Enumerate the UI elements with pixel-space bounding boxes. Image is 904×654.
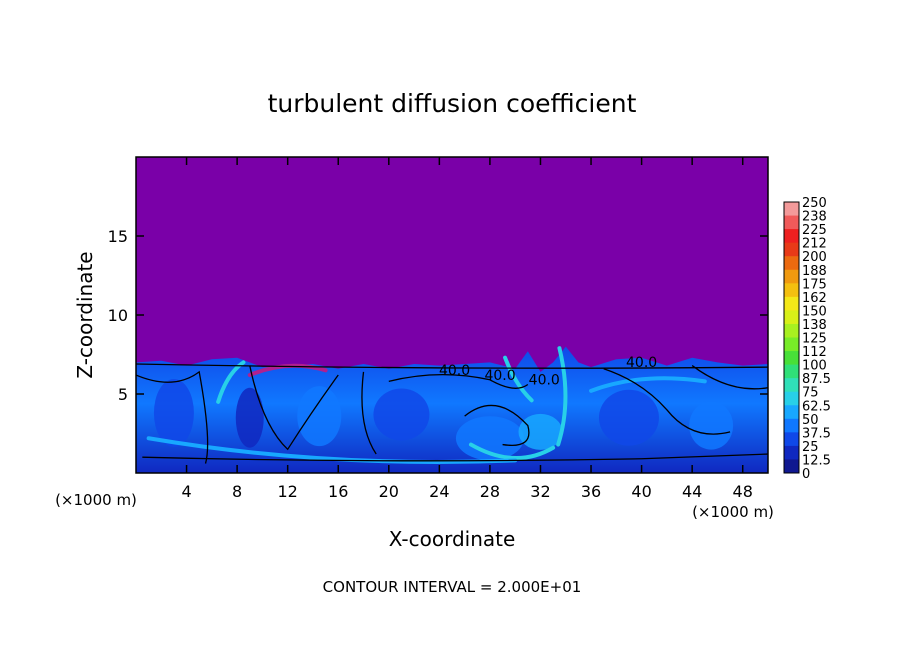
colorbar-label: 112 <box>802 345 827 360</box>
colorbar-label: 125 <box>802 332 827 347</box>
x-tick-label: 48 <box>733 482 753 501</box>
x-tick-label: 16 <box>328 482 348 501</box>
contour-line-7 <box>142 453 768 462</box>
colorbar-label: 100 <box>802 359 827 374</box>
colorbar-swatch <box>784 459 799 474</box>
eddy-7 <box>689 401 734 450</box>
colorbar-label: 138 <box>802 318 827 333</box>
y-tick-label: 5 <box>118 385 128 404</box>
x-tick-label: 8 <box>232 482 242 501</box>
y-axis: 5 10 15 <box>108 227 768 404</box>
contour-line-5 <box>603 368 731 435</box>
colorbar-label: 225 <box>802 223 827 238</box>
colorbar-swatch <box>784 418 799 433</box>
colorbar-label: 62.5 <box>802 399 831 414</box>
colorbar-label: 200 <box>802 250 827 265</box>
colorbar-label: 238 <box>802 210 827 225</box>
eddy-2 <box>297 386 342 447</box>
colorbar-label: 250 <box>802 196 827 211</box>
y-axis-label: Z-coordinate <box>73 251 97 378</box>
filament-2 <box>468 442 556 460</box>
colorbar-swatch <box>784 405 799 420</box>
colorbar-frame <box>783 201 800 474</box>
colorbar-swatch <box>784 229 799 244</box>
plot-area <box>136 157 768 473</box>
eddy-6 <box>598 389 659 446</box>
contour-label: 40.0 <box>626 355 657 371</box>
contour-label: 40.0 <box>484 368 515 384</box>
colorbar-swatch <box>784 351 799 365</box>
colorbar-label: 150 <box>802 304 827 319</box>
eddy-0 <box>153 378 194 447</box>
x-axis-label: X-coordinate <box>389 527 516 551</box>
colorbar-label: 162 <box>802 291 827 306</box>
colorbar-swatch <box>784 202 799 216</box>
colorbar-label: 175 <box>802 277 827 292</box>
colorbar-swatch <box>784 337 799 352</box>
contour-line-0 <box>136 370 209 464</box>
x-tick-label: 4 <box>181 482 191 501</box>
colorbar-label: 25 <box>802 440 819 455</box>
turbulent-band <box>136 346 768 473</box>
filament-4 <box>556 346 568 447</box>
filament-5 <box>146 436 518 465</box>
contour-line-1 <box>249 365 339 451</box>
colorbar-swatch <box>784 215 799 230</box>
colorbar-swatch <box>784 283 799 298</box>
x-tick-label: 12 <box>278 482 298 501</box>
colorbar-swatch <box>784 242 799 257</box>
contour-label: 40.0 <box>439 363 470 379</box>
x-tick-label: 20 <box>379 482 399 501</box>
colorbar-label: 212 <box>802 237 827 252</box>
filament-3 <box>503 355 534 403</box>
contour-line-6 <box>691 365 768 390</box>
turbulent-layer <box>136 346 768 473</box>
colorbar-swatch <box>784 323 799 338</box>
x-tick-label: 32 <box>530 482 550 501</box>
colorbar: 2502382252122001881751621501381251121008… <box>783 196 831 482</box>
contour-label: 40.0 <box>529 373 560 389</box>
colorbar-swatch <box>784 256 799 271</box>
eddy-5 <box>518 413 563 450</box>
colorbar-label: 50 <box>802 413 819 428</box>
colorbar-label: 12.5 <box>802 453 831 468</box>
colorbar-swatch <box>784 269 799 284</box>
colorbar-label: 188 <box>802 264 827 279</box>
x-tick-label: 36 <box>581 482 601 501</box>
colorbar-label: 0 <box>802 467 810 482</box>
x-tick-label: 40 <box>631 482 651 501</box>
colorbar-label: 37.5 <box>802 426 831 441</box>
colorbar-swatch <box>784 310 799 325</box>
contour-interval-footer: CONTOUR INTERVAL = 2.000E+01 <box>323 578 582 596</box>
colorbar-swatch <box>784 364 799 379</box>
x-unit-left: (×1000 m) <box>55 491 137 509</box>
colorbar-label: 75 <box>802 386 819 401</box>
contour-line-8 <box>136 363 768 369</box>
x-unit-right: (×1000 m) <box>692 503 774 521</box>
colorbar-label: 87.5 <box>802 372 831 387</box>
colorbar-swatch <box>784 445 799 460</box>
y-tick-label: 15 <box>108 227 128 246</box>
contour-line-2 <box>361 371 377 455</box>
x-tick-label: 24 <box>429 482 449 501</box>
y-tick-label: 10 <box>108 306 128 325</box>
eddy-3 <box>373 388 430 441</box>
chart-title: turbulent diffusion coefficient <box>268 89 637 118</box>
eddy-1 <box>235 387 264 448</box>
contour-labels: 40.0 40.0 40.0 40.0 <box>439 355 657 388</box>
filament-0 <box>216 360 246 404</box>
x-tick-label: 28 <box>480 482 500 501</box>
colorbar-swatch <box>784 432 799 447</box>
x-tick-label: 44 <box>682 482 702 501</box>
colorbar-swatch <box>784 391 799 406</box>
filament-6 <box>589 376 707 393</box>
x-axis: 4 8 12 16 20 24 28 32 36 40 44 48 <box>181 157 753 501</box>
colorbar-swatch <box>784 296 799 311</box>
contour-line-4 <box>464 404 530 446</box>
contour-line-3 <box>388 373 529 389</box>
colorbar-swatch <box>784 378 799 393</box>
eddy-4 <box>455 416 524 461</box>
